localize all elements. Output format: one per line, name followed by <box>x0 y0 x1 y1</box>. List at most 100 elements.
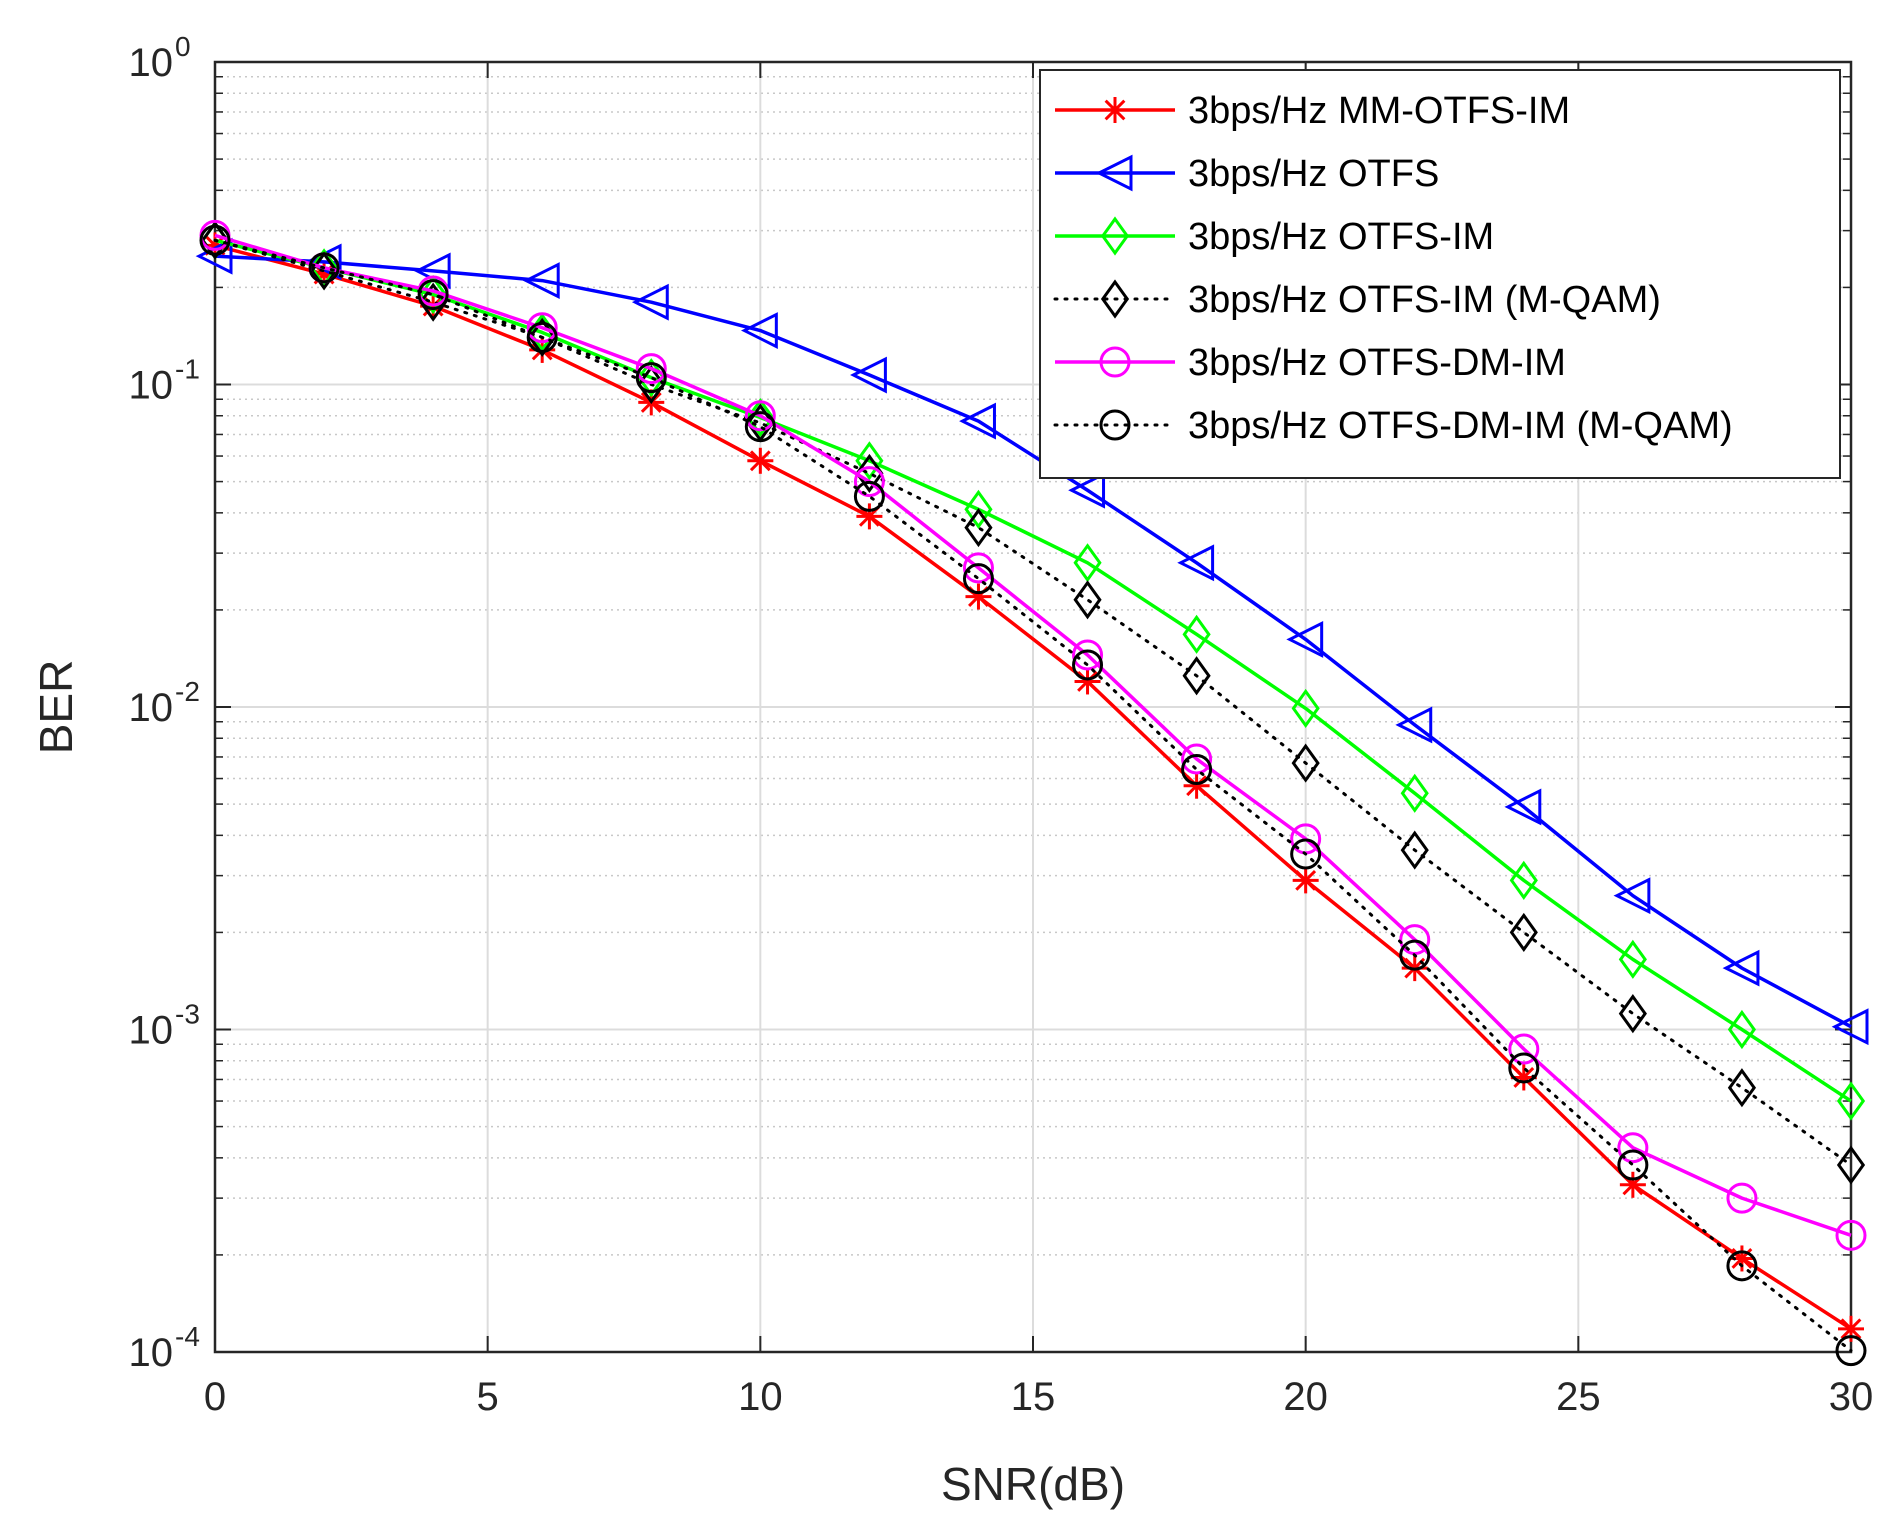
data-point-asterisk-marker <box>747 447 774 474</box>
x-tick-label: 0 <box>204 1375 226 1419</box>
data-point-circle-marker <box>1726 1182 1758 1214</box>
data-point-asterisk-marker <box>1292 867 1319 894</box>
y-tick-base: 10 <box>129 41 174 85</box>
legend-entry[interactable]: 3bps/Hz OTFS <box>1055 153 1439 195</box>
data-point-triangle-marker <box>1177 544 1215 582</box>
data-point-triangle-marker <box>850 356 887 394</box>
data-point-circle-marker <box>526 321 558 353</box>
data-point-circle-marker <box>962 563 994 595</box>
y-tick-base: 10 <box>129 1009 174 1053</box>
y-tick-base: 10 <box>129 686 174 730</box>
legend-label: 3bps/Hz OTFS-IM (M-QAM) <box>1188 279 1661 321</box>
asterisk-stroke <box>749 450 771 472</box>
data-point-circle-marker <box>308 252 340 284</box>
series-line <box>213 238 1853 1353</box>
data-point-diamond-marker <box>1400 773 1429 813</box>
data-point-triangle-marker <box>1831 1008 1869 1046</box>
legend-label: 3bps/Hz OTFS-DM-IM (M-QAM) <box>1188 405 1733 447</box>
y-tick-base: 10 <box>129 364 174 408</box>
data-point-triangle-marker <box>959 402 996 440</box>
series-line <box>214 238 1852 1103</box>
y-tick-label: 10 -3 <box>129 999 200 1053</box>
data-point-diamond-marker <box>855 441 884 481</box>
data-point-triangle-marker <box>1395 706 1433 744</box>
data-point-circle-marker <box>744 411 776 443</box>
legend-entry[interactable]: 3bps/Hz MM-OTFS-IM <box>1055 90 1570 132</box>
data-point-circle-marker <box>199 224 231 256</box>
data-point-diamond-marker <box>1618 939 1647 979</box>
data-point-diamond-marker <box>1100 216 1130 256</box>
legend-entry[interactable]: 3bps/Hz OTFS-IM (M-QAM) <box>1053 279 1661 321</box>
data-point-diamond-marker <box>1100 279 1130 319</box>
x-tick-label: 15 <box>1011 1375 1056 1419</box>
legend[interactable]: 3bps/Hz MM-OTFS-IM 3bps/Hz OTFS 3bps/Hz OT… <box>1039 69 1841 479</box>
series-3bps-hz-otfs-dm-im <box>199 219 1867 1251</box>
data-point-diamond-marker <box>1182 614 1211 654</box>
data-point-triangle-marker <box>740 312 778 349</box>
data-point-circle-marker <box>1835 1335 1867 1367</box>
data-point-circle-marker <box>1726 1250 1758 1282</box>
data-point-diamond-marker <box>1836 1081 1866 1121</box>
data-point-diamond-marker <box>1836 1145 1866 1185</box>
data-point-triangle-marker <box>1286 621 1324 658</box>
data-point-diamond-marker <box>419 282 448 322</box>
data-point-asterisk-marker <box>1102 97 1128 123</box>
legend-entry[interactable]: 3bps/Hz OTFS-IM <box>1055 216 1494 258</box>
y-tick-exponent: -2 <box>175 676 200 707</box>
data-point-circle-marker <box>1099 346 1131 378</box>
data-point-diamond-marker <box>1291 743 1320 783</box>
y-tick-label: 10 0 <box>129 31 191 85</box>
data-point-diamond-marker <box>1400 830 1429 870</box>
data-point-diamond-marker <box>964 508 993 548</box>
y-tick-exponent: 0 <box>175 31 191 62</box>
data-point-diamond-marker <box>1618 994 1647 1034</box>
series-3bps-hz-otfs <box>195 237 1869 1046</box>
data-point-diamond-marker <box>1727 1068 1757 1108</box>
data-point-circle-marker <box>1290 838 1322 870</box>
x-tick-label: 30 <box>1829 1375 1874 1419</box>
asterisk-stroke <box>1077 671 1098 692</box>
series-line <box>214 243 1852 1331</box>
data-point-circle-marker <box>1508 1052 1540 1084</box>
series-line <box>214 233 1852 1237</box>
data-point-triangle-marker <box>1722 949 1760 987</box>
data-point-triangle-marker <box>1504 788 1542 826</box>
y-tick-label: 10 -4 <box>129 1321 200 1375</box>
data-point-diamond-marker <box>1073 543 1102 583</box>
x-tick-label: 10 <box>738 1375 783 1419</box>
data-point-diamond-marker <box>1291 688 1320 728</box>
data-point-asterisk-marker <box>1838 1315 1864 1342</box>
data-point-circle-marker <box>1072 649 1104 681</box>
data-point-circle-marker <box>1399 939 1431 971</box>
data-point-triangle-marker <box>1613 877 1651 915</box>
data-point-circle-marker <box>1617 1149 1649 1181</box>
x-tick-label: 20 <box>1283 1375 1328 1419</box>
data-point-diamond-marker <box>1727 1009 1757 1050</box>
data-point-circle-marker <box>1835 1219 1867 1251</box>
data-point-circle-marker <box>1181 743 1213 775</box>
data-point-diamond-marker <box>964 489 993 529</box>
x-axis-label: SNR(dB) <box>941 1458 1125 1510</box>
data-point-circle-marker <box>744 400 776 432</box>
data-point-diamond-marker <box>309 248 339 288</box>
data-point-circle-marker <box>1508 1033 1540 1065</box>
legend-box <box>1039 69 1841 479</box>
data-point-circle-marker <box>526 312 558 344</box>
legend-label: 3bps/Hz OTFS-DM-IM <box>1188 342 1566 384</box>
asterisk-stroke <box>1295 869 1317 891</box>
data-series <box>195 219 1869 1367</box>
data-point-diamond-marker <box>200 220 230 260</box>
data-point-circle-marker <box>853 480 885 512</box>
data-point-circle-marker <box>1072 639 1104 671</box>
legend-entry[interactable]: 3bps/Hz OTFS-DM-IM (M-QAM) <box>1053 405 1733 447</box>
asterisk-stroke <box>1186 775 1208 797</box>
x-tick-label: 5 <box>477 1375 499 1419</box>
data-point-triangle-marker <box>631 283 669 321</box>
legend-entry[interactable]: 3bps/Hz OTFS-DM-IM <box>1055 342 1566 384</box>
axes <box>213 60 1853 1354</box>
asterisk-stroke <box>1104 99 1126 121</box>
data-point-diamond-marker <box>1182 656 1211 696</box>
data-point-asterisk-marker <box>1074 668 1101 695</box>
